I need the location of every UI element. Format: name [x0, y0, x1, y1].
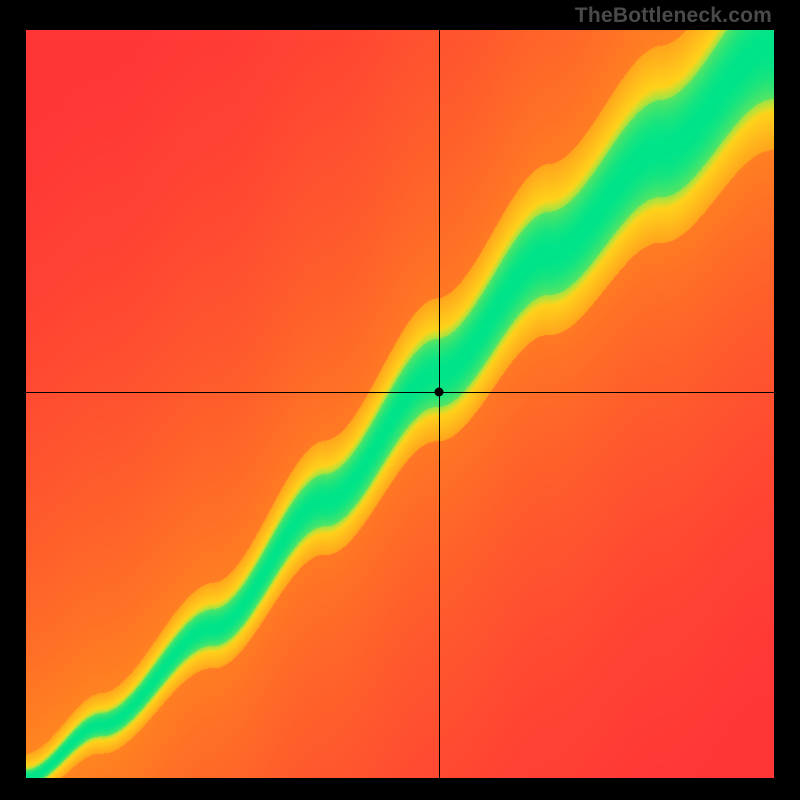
crosshair-vertical [439, 30, 440, 778]
watermark-text: TheBottleneck.com [575, 4, 772, 28]
heatmap-canvas [26, 30, 774, 778]
crosshair-horizontal [26, 392, 774, 393]
data-point-marker [434, 388, 443, 397]
chart-frame: TheBottleneck.com [0, 0, 800, 800]
plot-area [26, 30, 774, 778]
